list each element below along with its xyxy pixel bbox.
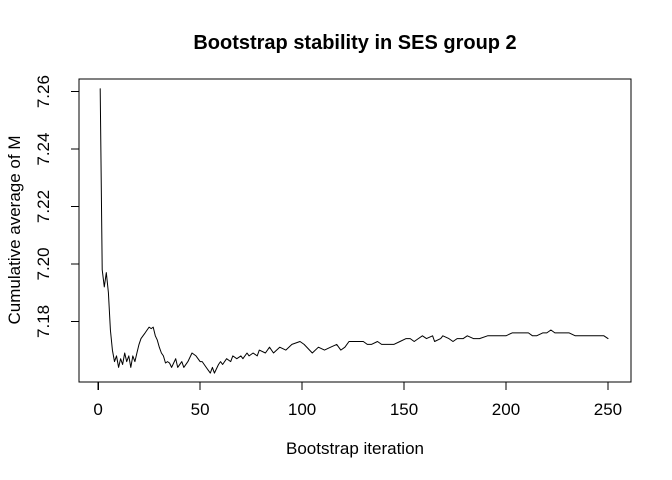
x-tick-label: 100 xyxy=(288,400,316,419)
chart-title: Bootstrap stability in SES group 2 xyxy=(193,32,516,54)
x-tick-label: 250 xyxy=(594,400,622,419)
x-tick-label: 150 xyxy=(390,400,418,419)
y-tick-label: 7.18 xyxy=(34,305,53,338)
plot-border xyxy=(78,78,632,383)
x-tick-label: 50 xyxy=(191,400,210,419)
y-tick-label: 7.26 xyxy=(34,75,53,108)
y-tick-label: 7.24 xyxy=(34,133,53,166)
x-tick-label: 0 xyxy=(93,400,102,419)
y-tick-label: 7.22 xyxy=(34,190,53,223)
data-line xyxy=(99,88,609,374)
x-tick-label: 200 xyxy=(492,400,520,419)
y-tick-label: 7.20 xyxy=(34,247,53,280)
y-axis-title: Cumulative average of M xyxy=(5,136,24,325)
x-axis-title: Bootstrap iteration xyxy=(286,439,424,458)
